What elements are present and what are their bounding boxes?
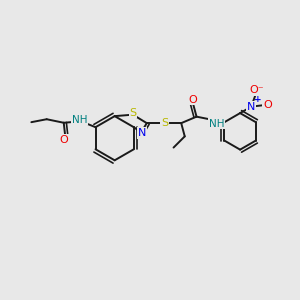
Text: O: O [59,135,68,145]
Text: N: N [247,102,256,112]
Text: O⁻: O⁻ [249,85,264,95]
Text: N: N [138,128,146,138]
Text: S: S [161,118,168,128]
Text: NH: NH [72,115,87,125]
Text: NH: NH [209,119,224,129]
Text: O: O [263,100,272,110]
Text: O: O [188,94,197,105]
Text: +: + [254,95,262,104]
Text: S: S [130,108,137,118]
